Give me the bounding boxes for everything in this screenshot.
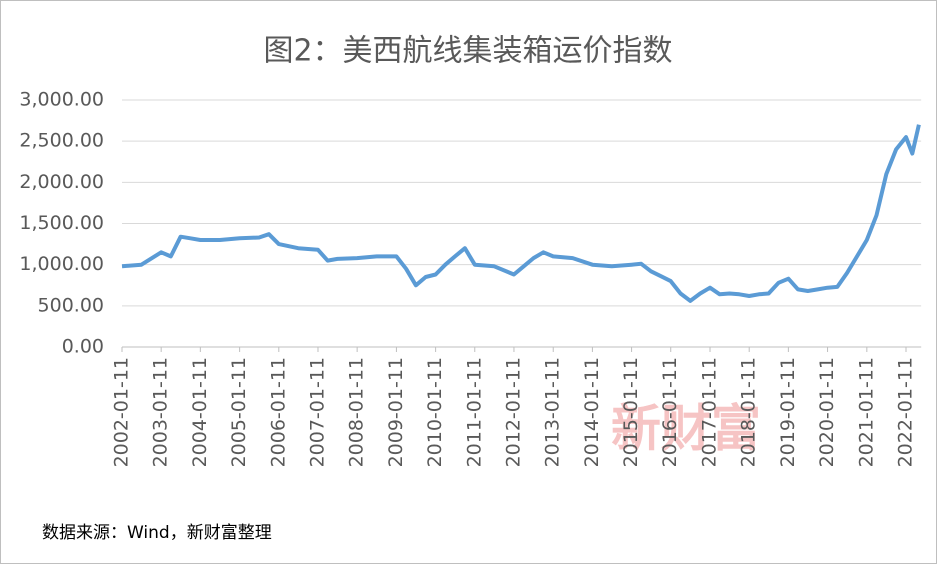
x-tick-label: 2007-01-11 <box>306 357 328 467</box>
x-tick-label: 2022-01-11 <box>895 357 917 467</box>
x-tick-label: 2020-01-11 <box>816 357 838 467</box>
x-tick-label: 2021-01-11 <box>855 357 877 467</box>
x-tick-label: 2003-01-11 <box>150 357 172 467</box>
x-tick-label: 2014-01-11 <box>581 357 603 467</box>
x-tick-label: 2011-01-11 <box>463 357 485 467</box>
y-tick-label: 1,500.00 <box>19 212 104 234</box>
chart-title: 图2：美西航线集装箱运价指数 <box>263 34 672 69</box>
x-tick-label: 2004-01-11 <box>189 357 211 467</box>
x-tick-label: 2010-01-11 <box>424 357 446 467</box>
y-tick-label: 2,000.00 <box>19 171 104 193</box>
y-tick-label: 0.00 <box>62 336 104 358</box>
x-tick-label: 2017-01-11 <box>699 357 721 467</box>
x-tick-label: 2002-01-11 <box>111 357 133 467</box>
y-tick-label: 500.00 <box>38 294 104 316</box>
data-line <box>121 124 921 303</box>
y-tick-label: 2,500.00 <box>19 130 104 152</box>
y-tick-label: 1,000.00 <box>19 253 104 275</box>
watermark: 新财富 <box>611 400 761 458</box>
x-tick-label: 2013-01-11 <box>542 357 564 467</box>
x-tick-label: 2006-01-11 <box>267 357 289 467</box>
x-tick-label: 2018-01-11 <box>738 357 760 467</box>
x-tick-label: 2019-01-11 <box>777 357 799 467</box>
y-tick-label: 3,000.00 <box>19 89 104 111</box>
x-tick-label: 2005-01-11 <box>228 357 250 467</box>
source-note: 数据来源：Wind，新财富整理 <box>42 523 272 543</box>
x-tick-label: 2008-01-11 <box>346 357 368 467</box>
x-tick-label: 2012-01-11 <box>502 357 524 467</box>
x-tick-label: 2015-01-11 <box>620 357 642 467</box>
x-tick-label: 2009-01-11 <box>385 357 407 467</box>
x-tick-label: 2016-01-11 <box>659 357 681 467</box>
